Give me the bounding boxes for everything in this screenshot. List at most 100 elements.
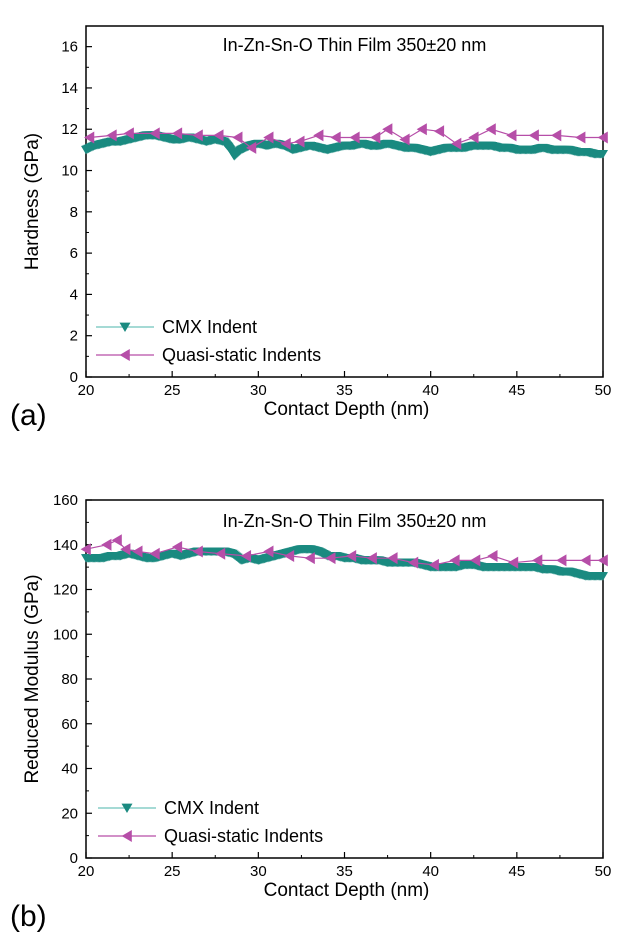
legend-item-quasi-static: Quasi-static Indents xyxy=(98,826,323,846)
data-point xyxy=(80,543,91,556)
y-tick-label: 0 xyxy=(70,850,78,867)
data-point xyxy=(387,552,398,565)
series-layer xyxy=(81,123,608,161)
data-point xyxy=(532,554,543,567)
data-point xyxy=(246,141,257,154)
x-tick-label: 20 xyxy=(78,863,95,880)
y-tick-label: 14 xyxy=(61,80,78,97)
data-point xyxy=(470,554,481,567)
data-point xyxy=(132,545,143,558)
x-tick-label: 40 xyxy=(422,863,439,880)
axis-ticks: 20 25 30 35 40 45 50 0 2 4 6 8 10 12 14 16 xyxy=(61,39,611,399)
data-point xyxy=(485,123,496,136)
x-axis-label: Contact Depth (nm) xyxy=(264,399,430,420)
y-tick-label: 6 xyxy=(70,245,78,262)
data-point xyxy=(280,137,291,150)
chart-title: In-Zn-Sn-O Thin Film 350±20 nm xyxy=(223,35,487,55)
y-axis-label: Hardness (GPa) xyxy=(22,133,43,270)
y-tick-label: 2 xyxy=(70,328,78,345)
x-tick-label: 25 xyxy=(164,863,181,880)
data-point xyxy=(240,549,252,562)
data-point xyxy=(399,133,410,146)
legend-swatch-marker xyxy=(121,830,132,842)
x-tick-label: 25 xyxy=(164,382,181,399)
legend: CMX Indent Quasi-static Indents xyxy=(96,317,321,365)
data-point xyxy=(597,131,608,144)
data-point xyxy=(433,125,445,138)
data-point xyxy=(428,558,439,571)
x-tick-label: 35 xyxy=(336,863,353,880)
x-tick-label: 50 xyxy=(595,863,612,880)
hardness-chart: 20 25 30 35 40 45 50 0 2 4 6 8 10 12 14 16 In-Zn-Sn-O T… xyxy=(10,25,611,432)
legend-label: CMX Indent xyxy=(164,798,259,818)
y-tick-label: 160 xyxy=(53,492,78,509)
data-point xyxy=(528,129,539,142)
data-point xyxy=(120,543,131,556)
data-point xyxy=(192,129,203,142)
data-point xyxy=(449,554,460,567)
y-tick-label: 4 xyxy=(70,286,78,303)
data-point xyxy=(349,131,360,144)
x-tick-label: 35 xyxy=(336,382,353,399)
x-tick-label: 30 xyxy=(250,382,267,399)
data-point xyxy=(232,131,243,144)
y-tick-label: 60 xyxy=(61,716,78,733)
data-point xyxy=(149,127,160,140)
data-point xyxy=(111,534,122,547)
x-axis-label: Contact Depth (nm) xyxy=(264,880,430,901)
data-point xyxy=(487,549,498,562)
panel-label: (b) xyxy=(10,900,47,933)
y-tick-label: 12 xyxy=(61,121,78,138)
data-point xyxy=(213,129,224,142)
data-point xyxy=(106,129,117,142)
data-point xyxy=(171,127,183,140)
data-point xyxy=(382,123,393,136)
y-axis-label: Reduced Modulus (GPa) xyxy=(22,574,43,783)
data-point xyxy=(283,549,295,562)
data-point xyxy=(149,547,160,560)
data-point xyxy=(84,131,95,144)
x-tick-label: 20 xyxy=(78,382,95,399)
y-tick-label: 140 xyxy=(53,537,78,554)
data-point xyxy=(370,131,381,144)
legend: CMX Indent Quasi-static Indents xyxy=(98,798,323,846)
legend-item-cmx: CMX Indent xyxy=(98,798,259,818)
series-line xyxy=(89,128,603,149)
data-point xyxy=(598,150,608,159)
data-point xyxy=(215,547,226,560)
legend-swatch-marker xyxy=(119,322,131,332)
data-point xyxy=(468,131,479,144)
y-tick-label: 10 xyxy=(61,163,78,180)
data-point xyxy=(507,556,519,569)
data-point xyxy=(597,554,608,567)
data-point xyxy=(345,549,357,562)
legend-swatch-marker xyxy=(119,349,130,361)
data-point xyxy=(366,552,377,565)
y-tick-label: 40 xyxy=(61,761,78,778)
y-tick-label: 20 xyxy=(61,805,78,822)
data-point xyxy=(575,131,586,144)
legend-swatch-marker xyxy=(121,803,133,813)
y-tick-label: 8 xyxy=(70,204,78,221)
legend-label: Quasi-static Indents xyxy=(162,345,321,365)
legend-label: Quasi-static Indents xyxy=(164,826,323,846)
data-point xyxy=(123,127,134,140)
data-point xyxy=(192,545,203,558)
chart-title: In-Zn-Sn-O Thin Film 350±20 nm xyxy=(223,511,487,531)
x-tick-label: 50 xyxy=(595,382,612,399)
legend-item-quasi-static: Quasi-static Indents xyxy=(96,345,321,365)
data-point xyxy=(451,137,462,150)
y-tick-label: 16 xyxy=(61,39,78,56)
data-point xyxy=(263,545,274,558)
series-layer xyxy=(80,534,608,581)
data-point xyxy=(325,552,336,565)
data-point xyxy=(313,129,324,142)
data-point xyxy=(556,554,567,567)
data-point xyxy=(580,554,591,567)
y-tick-label: 0 xyxy=(70,369,78,386)
data-point xyxy=(294,135,305,148)
data-point xyxy=(598,572,608,581)
